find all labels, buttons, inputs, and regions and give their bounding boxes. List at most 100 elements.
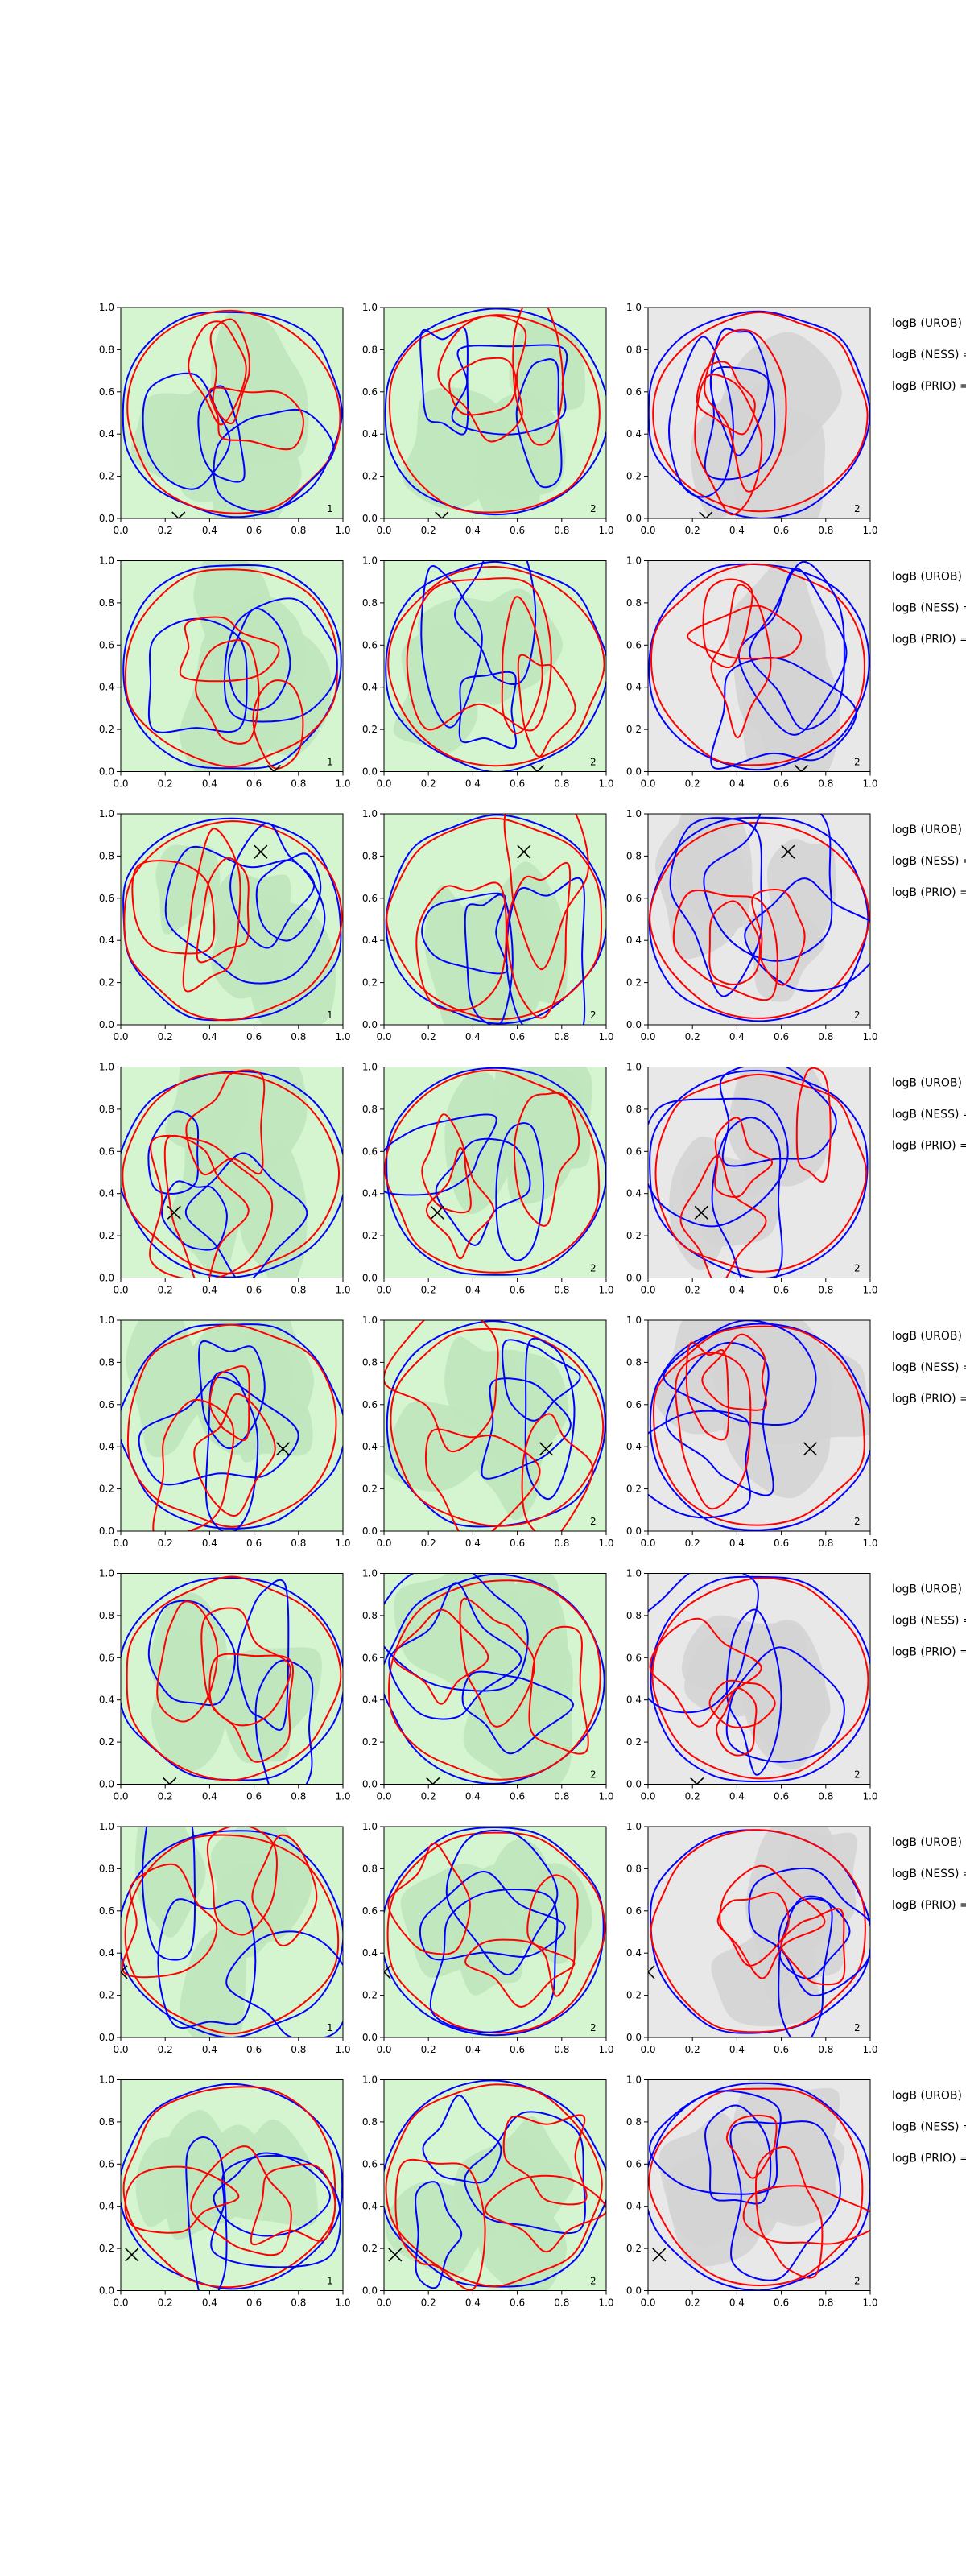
axes-frame [647, 1573, 871, 1785]
contour-red [679, 1154, 767, 1278]
x-tick-label: 0.0 [376, 1791, 391, 1802]
contour-blue [184, 1152, 308, 1278]
contour-red [179, 616, 280, 683]
panel-annotation: 1 [327, 2022, 333, 2033]
y-tick-label: 0.6 [362, 639, 378, 650]
x-tick-label: 0.0 [376, 2044, 391, 2055]
contour-blue [495, 1122, 545, 1261]
marker-x [384, 1965, 391, 1979]
contour-blue-outer [648, 310, 870, 518]
side-label: logB (NESS) = [892, 349, 966, 361]
x-tick-label: 0.2 [421, 525, 436, 536]
filled-region [130, 393, 228, 485]
y-tick-label: 0.0 [626, 1779, 642, 1790]
contour-red [185, 1069, 266, 1176]
filled-region [477, 392, 566, 498]
x-tick-label: 0.2 [685, 1285, 700, 1296]
contour-blue-outer [648, 2082, 870, 2291]
contour-red [502, 2114, 588, 2206]
x-tick-label: 0.0 [113, 525, 128, 536]
filled-region [509, 317, 586, 411]
side-label: logB (UROB) = [892, 824, 966, 836]
y-tick-label: 0.4 [99, 1695, 114, 1706]
side-label: logB (UROB) = [892, 1836, 966, 1849]
panel-r5-c1: 0.00.0 0.2 0.2 0.4 0.4 0.6 0.6 0.8 0.8 1.0 1.0 [99, 1315, 351, 1549]
x-tick-label: 0.4 [202, 1031, 217, 1042]
y-tick-label: 0.0 [626, 2285, 642, 2297]
panel-r4-c3: 0.00.00.20.20.40.40.60.60.80.81.01.02 [626, 1062, 878, 1296]
y-tick-label: 0.0 [99, 513, 114, 524]
y-tick-label: 0.6 [362, 2158, 378, 2169]
filled-region [669, 1137, 726, 1271]
marker-x [121, 1965, 128, 1979]
contour-red [714, 1117, 774, 1198]
contour-red [649, 1617, 762, 1728]
y-tick-label: 0.4 [626, 1441, 642, 1452]
y-tick-label: 1.0 [99, 302, 114, 313]
contour-red [251, 1834, 318, 1946]
contour-red [193, 1393, 276, 1517]
x-tick-label: 0.6 [510, 2297, 525, 2309]
x-tick-label: 0.8 [818, 525, 833, 536]
y-tick-label: 0.0 [362, 2285, 378, 2297]
contour-blue [669, 817, 763, 997]
x-tick-label: 1.0 [598, 1285, 613, 1296]
contour-red [209, 318, 250, 424]
panel-plot-area [384, 1827, 606, 2037]
panel-r1-c2: 0.00.00.20.20.40.40.60.60.80.81.01.02 [362, 302, 614, 536]
y-tick-label: 0.2 [99, 724, 114, 735]
panel-plot-area [121, 2079, 343, 2291]
contour-red [514, 1092, 580, 1227]
axes-frame [383, 1319, 607, 1532]
x-tick-label: 0.6 [510, 1285, 525, 1296]
x-tick-label: 1.0 [598, 525, 613, 536]
contour-blue [748, 1867, 870, 1996]
axes-frame [120, 1826, 344, 2038]
x-tick-label: 0.0 [376, 1538, 391, 1549]
y-tick-label: 0.0 [626, 2032, 642, 2043]
y-tick-label: 0.0 [362, 513, 378, 524]
contour-red [503, 814, 589, 971]
y-tick-label: 0.8 [362, 1863, 378, 1874]
y-tick-label: 0.6 [626, 1652, 642, 1663]
contour-red-outer [385, 2083, 603, 2288]
x-tick-label: 0.6 [246, 1285, 262, 1296]
y-tick-label: 0.8 [362, 344, 378, 355]
side-label: logB (UROB) = [892, 571, 966, 584]
axes-frame [383, 1573, 607, 1785]
y-tick-label: 0.8 [99, 850, 114, 861]
axes-frame [647, 307, 871, 519]
y-tick-label: 0.0 [626, 1525, 642, 1537]
contour-blue [749, 560, 845, 730]
panel-plot-area [648, 1320, 870, 1531]
y-tick-label: 1.0 [626, 302, 642, 313]
y-tick-label: 0.8 [362, 597, 378, 609]
x-tick-label: 1.0 [862, 778, 877, 790]
contour-blue-outer [384, 1827, 605, 2037]
y-tick-label: 1.0 [99, 1062, 114, 1073]
x-tick-label: 0.8 [554, 525, 569, 536]
panel-plot-area [121, 1573, 343, 1785]
panel-annotation: 2 [590, 503, 597, 514]
y-tick-label: 1.0 [99, 555, 114, 567]
panel-r3-c2: 0.00.00.20.20.40.40.60.60.80.81.01.02 [362, 808, 614, 1042]
y-tick-label: 1.0 [99, 808, 114, 819]
filled-region [180, 628, 292, 772]
y-tick-label: 0.4 [99, 2201, 114, 2212]
side-label: logB (NESS) = [892, 855, 966, 868]
y-tick-label: 0.4 [626, 1695, 642, 1706]
x-tick-label: 0.2 [158, 1538, 173, 1549]
marker-x [539, 1442, 554, 1456]
contour-red [485, 2174, 606, 2253]
contour-red [704, 328, 787, 493]
contour-blue-outer [649, 1323, 870, 1531]
y-tick-label: 0.2 [626, 724, 642, 735]
x-tick-label: 1.0 [598, 1031, 613, 1042]
contour-blue [223, 597, 338, 723]
panel-annotation: 2 [854, 503, 861, 514]
y-tick-label: 0.6 [626, 386, 642, 398]
x-tick-label: 1.0 [335, 778, 350, 790]
y-tick-label: 0.6 [362, 1146, 378, 1157]
x-tick-label: 0.0 [113, 2297, 128, 2309]
y-tick-label: 0.2 [626, 1230, 642, 1241]
